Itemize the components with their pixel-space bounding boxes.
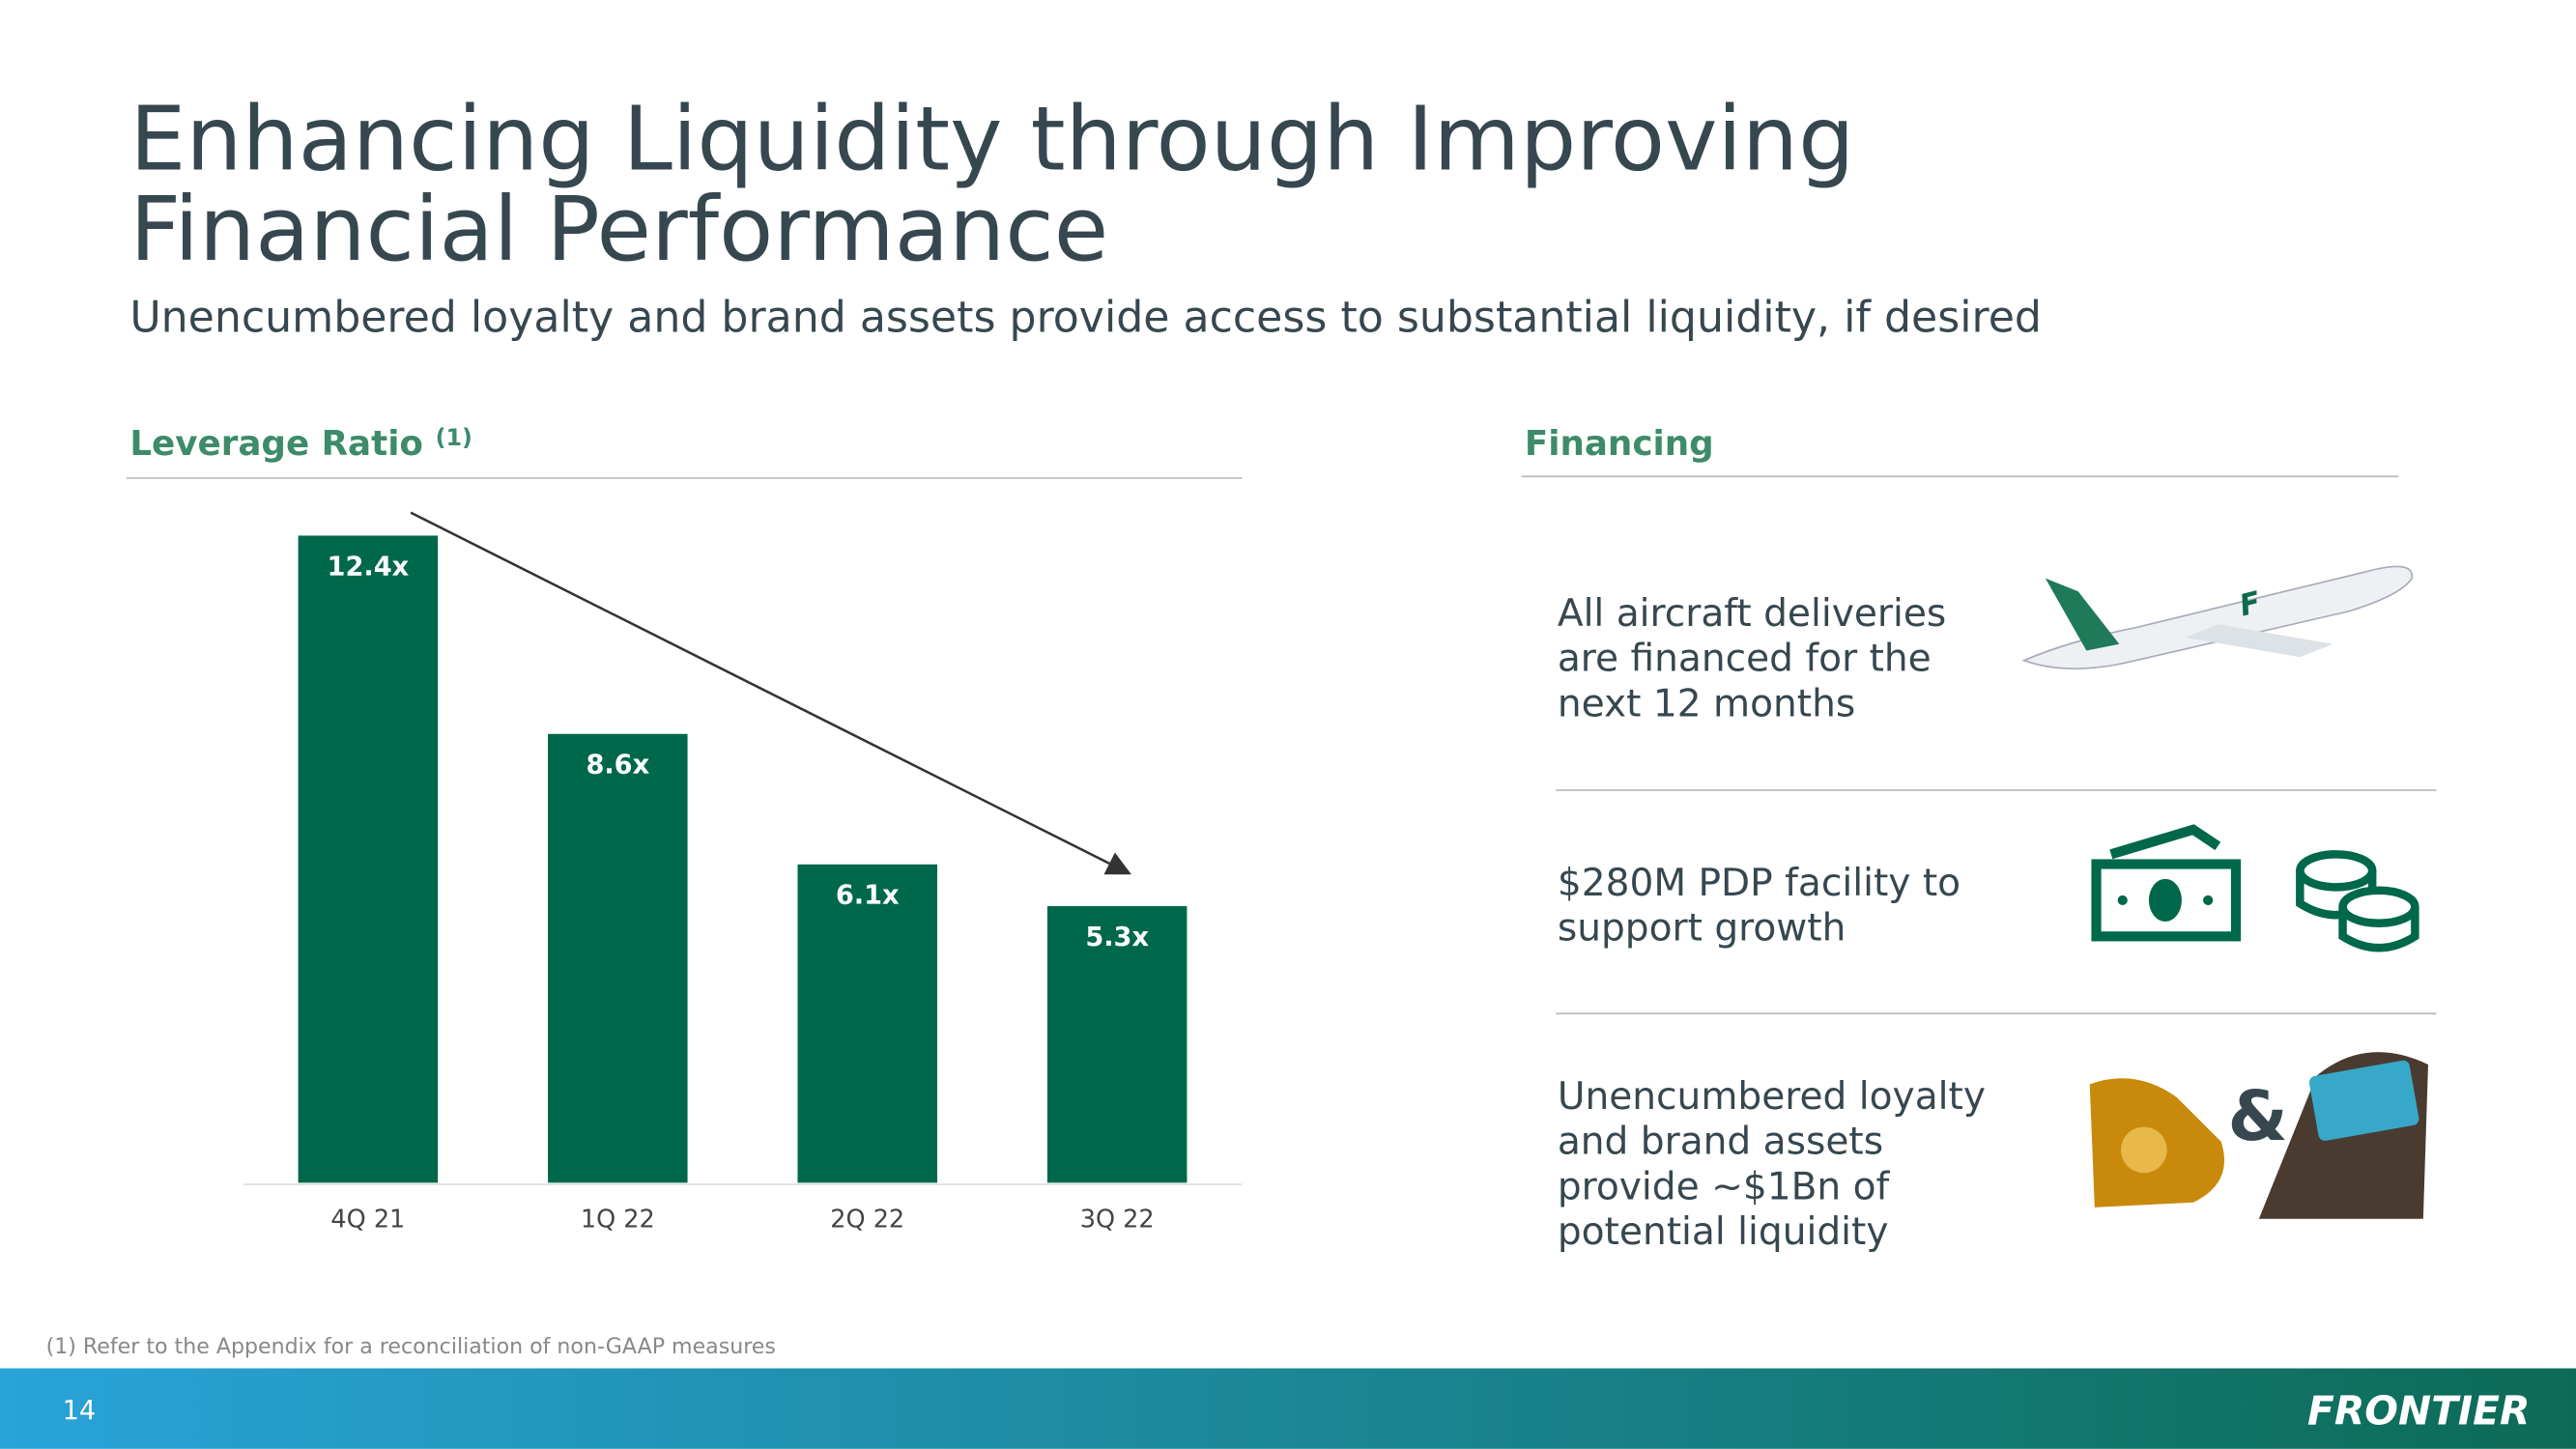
page-number: 14 — [63, 1396, 97, 1426]
item-line: are financed for the — [1558, 638, 1932, 681]
financing-list: All aircraft deliveries are financed for … — [1558, 592, 1986, 1254]
x-tick-label: 3Q 22 — [1080, 1205, 1155, 1234]
chart-title: Leverage Ratio — [129, 424, 423, 464]
footnote: (1) Refer to the Appendix for a reconcil… — [46, 1334, 776, 1359]
item-line: All aircraft deliveries — [1558, 592, 1946, 636]
item-line: provide ~$1Bn of — [1558, 1165, 1891, 1208]
item-line: $280M PDP facility to — [1558, 862, 1961, 905]
money-icon — [2091, 824, 2419, 952]
value-label: 8.6x — [586, 751, 649, 781]
title-line: Financial Performance — [129, 178, 1108, 281]
ampersand: & — [2228, 1076, 2288, 1156]
value-label: 6.1x — [836, 881, 900, 911]
financing-item: Unencumbered loyalty and brand assets prov… — [1558, 1075, 1986, 1254]
value-label: 5.3x — [1085, 923, 1149, 952]
financing-item: $280M PDP facility to support growth — [1558, 862, 1961, 951]
logo: FRONTIER — [2307, 1387, 2530, 1434]
section-title: Financing — [1525, 424, 1714, 464]
item-line: and brand assets — [1558, 1121, 1883, 1164]
subtitle: Unencumbered loyalty and brand assets pr… — [129, 294, 2042, 343]
item-line: next 12 months — [1558, 682, 1855, 725]
item-line: potential liquidity — [1558, 1210, 1889, 1254]
trend-arrow — [410, 511, 1131, 875]
loyalty-icon: & — [2089, 1052, 2428, 1219]
bar — [797, 864, 937, 1183]
value-label: 12.4x — [328, 552, 410, 582]
title-line: Enhancing Liquidity through Improving — [129, 87, 1854, 190]
item-line: Unencumbered loyalty — [1558, 1075, 1986, 1119]
x-tick-label: 2Q 22 — [830, 1205, 904, 1234]
bars: 12.4x 4Q 21 8.6x 1Q 22 6.1x 2Q 22 5.3x 3Q 22 — [298, 535, 1188, 1234]
bar — [548, 733, 688, 1183]
x-tick-label: 1Q 22 — [581, 1205, 655, 1234]
footer-bar — [0, 1368, 2576, 1449]
slide-title: Enhancing Liquidity through Improving Fin… — [129, 87, 1854, 281]
financing-item: All aircraft deliveries are financed for … — [1558, 592, 1946, 726]
item-line: support growth — [1558, 907, 1846, 951]
bar — [1046, 906, 1188, 1183]
x-tick-label: 4Q 21 — [330, 1205, 405, 1234]
chart-title-note: (1) — [436, 424, 472, 451]
bar — [298, 535, 439, 1183]
